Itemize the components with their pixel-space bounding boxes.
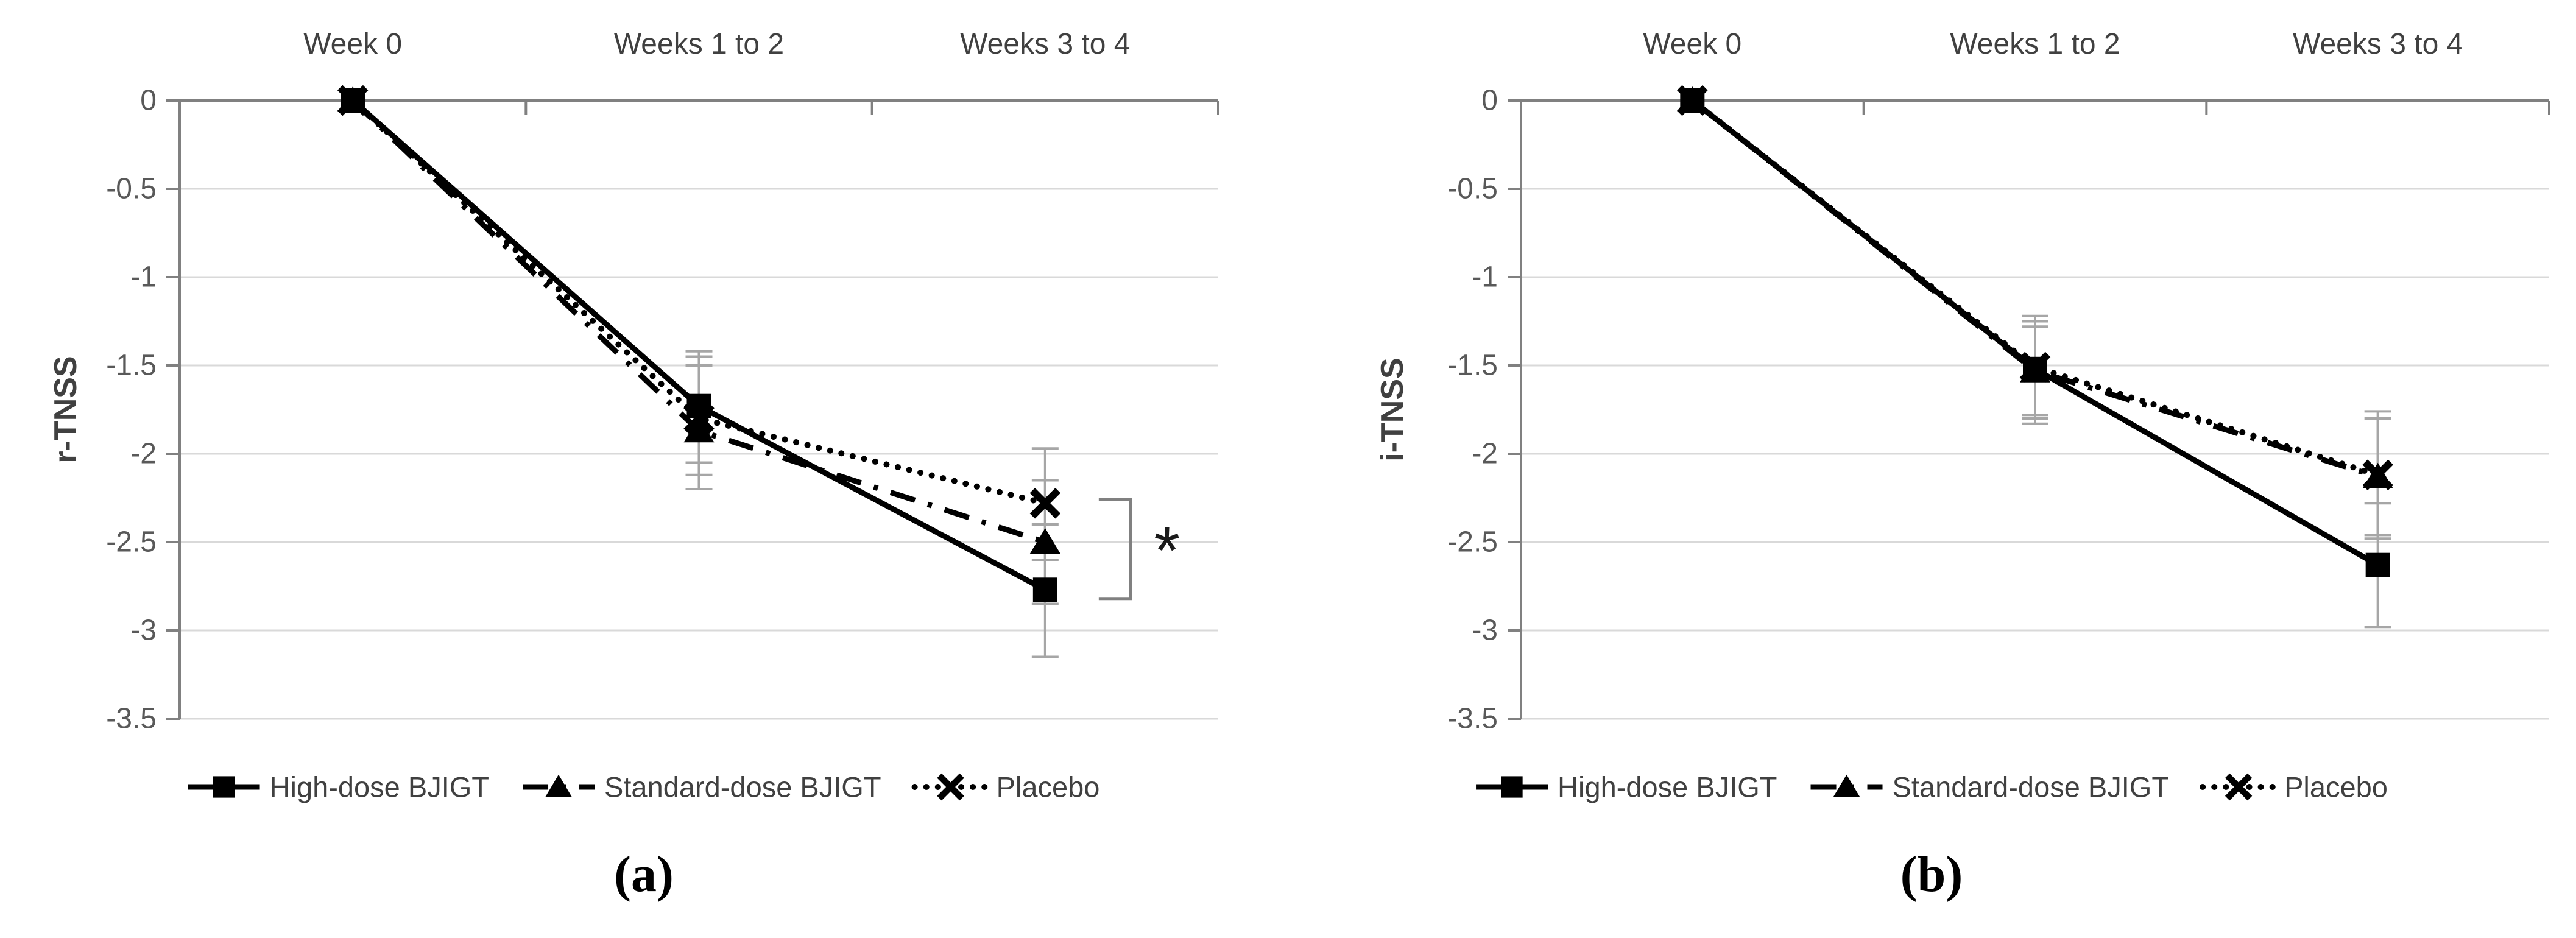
square-marker-high-dose-bjigt <box>2365 552 2390 577</box>
legend-triangle-marker <box>1833 774 1860 797</box>
legend-item-standard-dose-bjigt: Standard-dose BJIGT <box>1810 771 2170 803</box>
x-marker-placebo <box>337 85 369 116</box>
legend-label: Standard-dose BJIGT <box>1893 771 2170 803</box>
y-tick-label: -3 <box>1472 615 1498 647</box>
legend-square-marker <box>1501 776 1523 798</box>
legend-label: High-dose BJIGT <box>1558 771 1777 803</box>
series-line-placebo <box>350 97 1048 507</box>
caption-b: (b) <box>1900 846 1963 903</box>
y-tick-label: -3.5 <box>1447 703 1498 735</box>
y-tick-label: -3 <box>130 615 157 647</box>
y-tick-label: -2.5 <box>106 526 157 559</box>
x-marker-placebo <box>1029 487 1061 519</box>
series-line-placebo <box>1689 97 2381 478</box>
square-marker-high-dose-bjigt <box>1032 577 1057 602</box>
series-line-high-dose-bjigt <box>351 98 1046 593</box>
triangle-marker-standard-dose-bjigt <box>683 417 715 443</box>
panel-a: 0 -0.5 -1 -1.5 -2 -2.5 -3 -3.5 Week 0 Weeks 1 to … <box>48 28 1219 903</box>
y-tick-label: -3.5 <box>106 703 157 735</box>
legend-label: Standard-dose BJIGT <box>604 771 881 803</box>
y-tick-label: -1.5 <box>106 350 157 382</box>
y-tick-label: -0.5 <box>1447 173 1498 205</box>
legend-x-marker <box>2225 773 2253 801</box>
x-marker-placebo <box>1677 85 1708 116</box>
legend-item-placebo: Placebo <box>911 771 1100 803</box>
y-axis-title: i-TNSS <box>1375 358 1410 461</box>
x-category-label: Weeks 3 to 4 <box>960 28 1130 60</box>
x-category-label: Weeks 1 to 2 <box>1950 28 2120 60</box>
legend-x-marker <box>937 773 964 801</box>
y-axis-title: r-TNSS <box>48 356 83 463</box>
y-tick-label: -0.5 <box>106 173 157 205</box>
panel-b: 0 -0.5 -1 -1.5 -2 -2.5 -3 -3.5 Week 0 Weeks 1 to … <box>1288 0 2575 938</box>
y-tick-label: -1 <box>130 261 157 294</box>
legend-square-marker <box>213 776 235 798</box>
y-tick-label: -2 <box>130 438 157 470</box>
significance-asterisk: * <box>1154 513 1180 588</box>
x-category-label: Week 0 <box>1643 28 1741 60</box>
y-tick-label: 0 <box>1481 85 1498 117</box>
legend-label: High-dose BJIGT <box>270 771 489 803</box>
x-category-label: Weeks 1 to 2 <box>614 28 784 60</box>
legend-label: Placebo <box>997 771 1100 803</box>
legend-label: Placebo <box>2284 771 2388 803</box>
chart-b-plot: 0 -0.5 -1 -1.5 -2 -2.5 -3 -3.5 Week 0 Weeks 1 to … <box>1375 28 2550 803</box>
legend: High-dose BJIGT Standard-dose BJIGT Placeb… <box>188 771 1100 803</box>
x-marker-placebo <box>2019 351 2051 383</box>
y-tick-label: 0 <box>140 85 157 117</box>
x-marker-placebo <box>683 403 715 434</box>
significance-bracket <box>1098 498 1132 601</box>
legend-item-high-dose-bjigt: High-dose BJIGT <box>1476 771 1777 803</box>
legend-triangle-marker <box>545 774 573 797</box>
x-category-label: Week 0 <box>303 28 402 60</box>
y-tick-label: -1.5 <box>1447 350 1498 382</box>
legend-item-standard-dose-bjigt: Standard-dose BJIGT <box>523 771 881 803</box>
legend-item-placebo: Placebo <box>2200 771 2388 803</box>
chart-a-plot: 0 -0.5 -1 -1.5 -2 -2.5 -3 -3.5 Week 0 Weeks 1 to … <box>48 28 1219 803</box>
legend-item-high-dose-bjigt: High-dose BJIGT <box>188 771 489 803</box>
y-tick-label: -2 <box>1472 438 1498 470</box>
y-tick-label: -2.5 <box>1447 526 1498 559</box>
legend: High-dose BJIGT Standard-dose BJIGT Placeb… <box>1476 771 2388 803</box>
caption-a: (a) <box>614 846 674 903</box>
triangle-marker-standard-dose-bjigt <box>1029 528 1060 554</box>
x-category-label: Weeks 3 to 4 <box>2293 28 2463 60</box>
y-tick-label: -1 <box>1472 261 1498 294</box>
x-marker-placebo <box>2362 459 2393 491</box>
